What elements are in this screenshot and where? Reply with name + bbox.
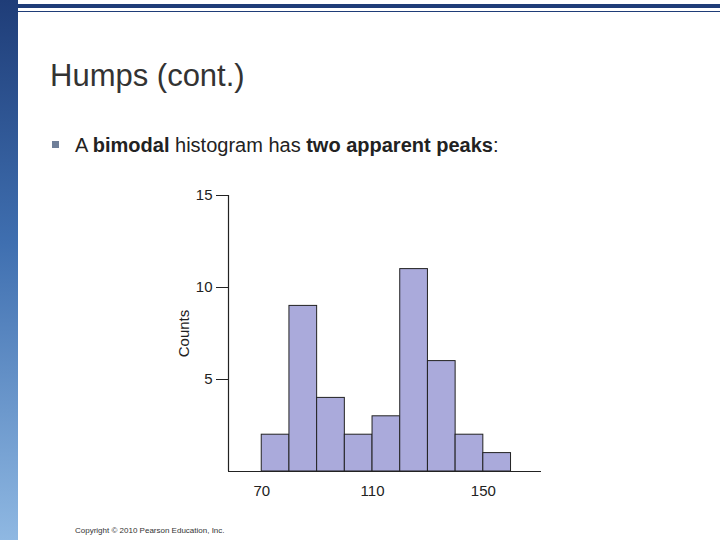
html-text:A bimodal histogram has two ap: A bimodal histogram has two apparent pea… bbox=[75, 134, 499, 156]
svg-text:150: 150 bbox=[471, 482, 496, 499]
svg-text:10: 10 bbox=[196, 278, 213, 295]
svg-text:Counts: Counts bbox=[175, 310, 192, 358]
svg-text:110: 110 bbox=[361, 482, 385, 499]
svg-text:15: 15 bbox=[196, 186, 213, 203]
svg-text:5: 5 bbox=[204, 370, 212, 387]
svg-text:70: 70 bbox=[253, 482, 270, 499]
html-text:Humps (cont.): Humps (cont.) bbox=[50, 58, 245, 93]
html-text:Copyright © 2010 Pearson Educa: Copyright © 2010 Pearson Education, Inc. bbox=[75, 526, 225, 535]
